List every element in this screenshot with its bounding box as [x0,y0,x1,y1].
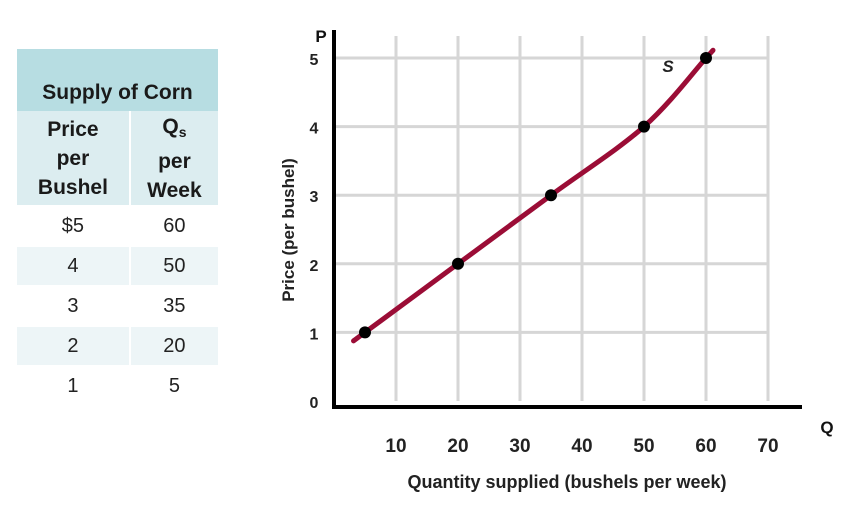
supply-curve-label: S [662,57,674,76]
table-row: $5 60 [17,205,218,246]
quantity-cell: 50 [128,245,218,286]
quantity-column-header: Qs per Week [128,111,218,206]
quantity-header-symbol: Q [162,114,179,138]
data-point [359,326,371,339]
data-point [452,257,464,270]
quantity-cell: 35 [128,285,218,326]
price-cell: 3 [17,285,130,326]
y-tick-label: 4 [310,121,319,138]
data-point [700,52,712,64]
price-cell: 1 [17,365,130,405]
price-header-line: Price [47,117,99,141]
quantity-header-line: per [158,149,191,173]
quantity-cell: 60 [128,205,218,246]
y-axis-letter: P [315,27,326,46]
table-row: 2 20 [17,325,218,366]
x-tick-label: 60 [695,436,716,457]
quantity-header-line: Qs [131,112,218,147]
table-row: 4 50 [17,245,218,286]
table-row: 3 35 [17,285,218,326]
price-cell: 4 [17,245,130,286]
price-cell: 2 [17,325,130,366]
x-tick-label: 20 [447,436,468,457]
price-header-line: Bushel [37,175,108,199]
quantity-cell: 20 [128,325,218,366]
price-header-line: per [56,146,90,170]
x-tick-label: 50 [633,436,654,457]
table-title: Supply of Corn [17,49,218,111]
quantity-cell: 5 [128,365,218,405]
price-cell: $5 [17,205,130,246]
quantity-header-line: Week [147,178,202,202]
supply-table: Supply of Corn Price per Bushel Qs per W… [17,49,218,405]
x-tick-label: 30 [509,436,530,457]
x-tick-label: 70 [757,436,778,457]
y-tick-label: 3 [310,189,319,206]
x-tick-label: 10 [385,436,406,457]
x-tick-label: 40 [571,436,592,457]
data-point [545,189,557,202]
y-tick-label: 1 [310,326,319,343]
y-axis-title: Price (per bushel) [279,158,298,302]
table-row: 1 5 [17,365,218,405]
y-tick-label: 5 [310,52,319,69]
y-tick-label: 0 [310,395,319,412]
x-axis-letter: Q [820,418,833,437]
y-tick-label: 2 [310,258,319,275]
price-column-header: Price per Bushel [17,111,130,206]
quantity-header-subscript: s [178,123,187,140]
x-axis-title: Quantity supplied (bushels per week) [407,472,726,492]
data-point [638,120,650,133]
